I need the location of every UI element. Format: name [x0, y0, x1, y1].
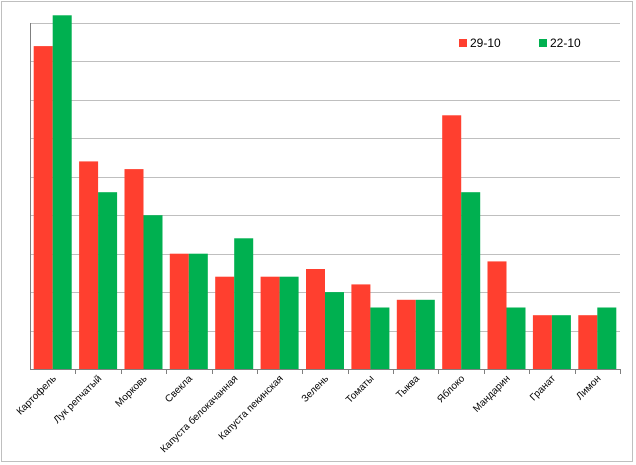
- bar-29-10-5: [260, 276, 280, 369]
- category-label: Лук репчатый: [52, 373, 105, 426]
- bar-29-10-4: [215, 276, 235, 369]
- bar-29-10-9: [442, 115, 462, 369]
- category-label: Картофель: [14, 373, 59, 418]
- bar-29-10-2: [124, 169, 144, 369]
- category-label: Зелень: [300, 373, 331, 404]
- category-label: Капуста белокачанная: [158, 373, 240, 455]
- legend[interactable]: 29-10 22-10: [459, 36, 581, 50]
- bar-22-10-4: [234, 238, 254, 369]
- category-label: Томаты: [344, 373, 376, 405]
- bar-29-10-7: [351, 284, 371, 369]
- category-label: Морковь: [113, 373, 149, 409]
- bar-29-10-3: [169, 253, 189, 369]
- bar-29-10-8: [396, 299, 416, 369]
- category-label: Гранат: [528, 373, 558, 403]
- category-label: Свекла: [163, 373, 195, 405]
- category-label: Тыква: [394, 373, 422, 401]
- axes: [30, 23, 621, 374]
- legend-entry-29-10[interactable]: 29-10: [459, 36, 501, 50]
- bars: [33, 15, 617, 370]
- legend-swatch: [539, 39, 547, 47]
- legend-label: 29-10: [470, 36, 501, 50]
- bar-29-10-1: [79, 161, 99, 369]
- bar-22-10-12: [597, 307, 617, 369]
- bar-22-10-9: [461, 192, 481, 369]
- bar-22-10-10: [506, 307, 526, 369]
- category-label: Лимон: [574, 373, 603, 402]
- category-label: Яблоко: [435, 372, 468, 405]
- bar-22-10-5: [279, 276, 299, 369]
- bar-29-10-6: [306, 269, 325, 369]
- bar-29-10-11: [532, 315, 552, 369]
- legend-label: 22-10: [550, 36, 581, 50]
- category-label: Мандарин: [471, 373, 512, 414]
- bar-22-10-0: [52, 15, 72, 370]
- legend-entry-22-10[interactable]: 22-10: [539, 36, 581, 50]
- bar-22-10-8: [415, 299, 435, 369]
- bar-29-10-12: [578, 315, 598, 369]
- bar-22-10-2: [143, 215, 163, 369]
- bar-22-10-1: [98, 192, 118, 369]
- bar-29-10-0: [33, 46, 53, 369]
- legend-swatch: [459, 39, 467, 47]
- bar-22-10-3: [188, 253, 208, 369]
- bar-22-10-7: [370, 307, 390, 369]
- bar-22-10-6: [325, 292, 344, 369]
- bar-29-10-10: [487, 261, 507, 369]
- bar-22-10-11: [551, 315, 571, 369]
